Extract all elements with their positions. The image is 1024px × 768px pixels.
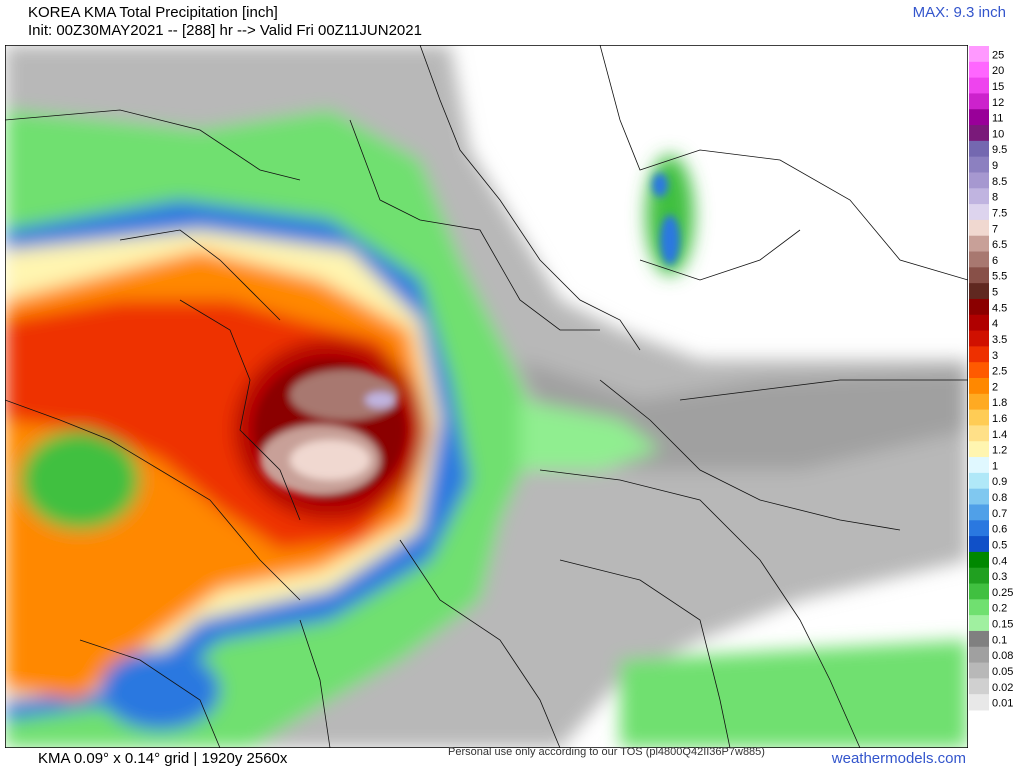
legend-label: 11 xyxy=(992,113,1003,125)
legend-swatch xyxy=(969,457,989,474)
legend-swatch xyxy=(969,156,989,173)
legend-label: 6 xyxy=(992,255,998,267)
map-title: KOREA KMA Total Precipitation [inch] xyxy=(28,4,278,21)
legend-label: 4 xyxy=(992,318,998,330)
legend-label: 5 xyxy=(992,287,998,299)
legend-swatch xyxy=(969,46,989,63)
legend-label: 0.8 xyxy=(992,492,1007,504)
legend-label: 7.5 xyxy=(992,207,1007,219)
legend-label: 1.2 xyxy=(992,445,1007,457)
legend-label: 0.3 xyxy=(992,571,1007,583)
tos-note: Personal use only according to our TOS (… xyxy=(448,746,765,758)
legend-swatch xyxy=(969,425,989,442)
legend-label: 2 xyxy=(992,381,998,393)
legend-swatch xyxy=(969,520,989,537)
legend-label: 8.5 xyxy=(992,176,1007,188)
legend-swatch xyxy=(969,283,989,300)
legend-swatch xyxy=(969,251,989,268)
legend-swatch xyxy=(969,346,989,363)
legend-swatch xyxy=(969,409,989,426)
legend-label: 1.6 xyxy=(992,413,1007,425)
legend-swatch xyxy=(969,504,989,521)
legend-label: 0.25 xyxy=(992,587,1013,599)
legend-swatch xyxy=(969,551,989,569)
legend-swatch xyxy=(969,140,989,158)
legend-label: 1.4 xyxy=(992,429,1007,441)
legend-swatch xyxy=(969,362,989,379)
legend-swatch xyxy=(969,204,989,221)
legend-label: 3 xyxy=(992,350,998,362)
legend-swatch xyxy=(969,662,989,679)
legend-label: 0.1 xyxy=(992,634,1007,646)
color-legend: 2520151211109.598.587.576.565.554.543.53… xyxy=(969,46,1013,711)
legend-label: 0.08 xyxy=(992,650,1013,662)
legend-label: 12 xyxy=(992,97,1004,109)
legend-label: 5.5 xyxy=(992,271,1007,283)
legend-swatch xyxy=(969,599,989,616)
legend-label: 3.5 xyxy=(992,334,1007,346)
legend-label: 1 xyxy=(992,460,998,472)
legend-label: 0.6 xyxy=(992,524,1007,536)
legend-swatch xyxy=(969,93,989,110)
legend-swatch xyxy=(969,61,989,79)
site-link: weathermodels.com xyxy=(831,750,966,767)
legend-swatch xyxy=(969,488,989,505)
legend-swatch xyxy=(969,536,989,553)
legend-label: 6.5 xyxy=(992,239,1007,251)
legend-swatch xyxy=(969,441,989,458)
legend-swatch xyxy=(969,378,989,395)
legend-label: 10 xyxy=(992,128,1004,140)
legend-swatch xyxy=(969,646,989,664)
legend-swatch xyxy=(969,314,989,332)
legend-swatch xyxy=(969,267,989,284)
precipitation-map xyxy=(5,45,968,748)
legend-swatch xyxy=(969,77,989,94)
legend-swatch xyxy=(969,393,989,411)
legend-label: 2.5 xyxy=(992,366,1007,378)
legend-swatch xyxy=(969,615,989,632)
legend-label: 0.02 xyxy=(992,682,1013,694)
legend-label: 9 xyxy=(992,160,998,172)
legend-label: 15 xyxy=(992,81,1004,93)
legend-label: 25 xyxy=(992,49,1004,61)
legend-label: 4.5 xyxy=(992,302,1007,314)
legend-swatch xyxy=(969,188,989,205)
legend-label: 0.05 xyxy=(992,666,1013,678)
legend-swatch xyxy=(969,694,989,711)
grid-info: KMA 0.09° x 0.14° grid | 1920y 2560x xyxy=(38,750,288,767)
legend-swatch xyxy=(969,678,989,695)
legend-label: 8 xyxy=(992,192,998,204)
legend-label: 0.15 xyxy=(992,619,1013,631)
legend-swatch xyxy=(969,125,989,142)
legend-label: 7 xyxy=(992,223,998,235)
legend-label: 0.01 xyxy=(992,698,1013,710)
legend-swatch xyxy=(969,567,989,585)
legend-swatch xyxy=(969,330,989,347)
legend-label: 0.5 xyxy=(992,539,1007,551)
legend-label: 1.8 xyxy=(992,397,1007,409)
legend-label: 20 xyxy=(992,65,1004,77)
legend-swatch xyxy=(969,235,989,253)
legend-label: 0.7 xyxy=(992,508,1007,520)
legend-swatch xyxy=(969,298,989,316)
legend-swatch xyxy=(969,219,989,237)
legend-label: 0.2 xyxy=(992,603,1007,615)
legend-swatch xyxy=(969,109,989,126)
max-value: MAX: 9.3 inch xyxy=(912,4,1006,21)
legend-label: 0.9 xyxy=(992,476,1007,488)
legend-label: 0.4 xyxy=(992,555,1007,567)
legend-label: 9.5 xyxy=(992,144,1007,156)
legend-swatch xyxy=(969,172,989,189)
init-time: Init: 00Z30MAY2021 -- [288] hr --> Valid… xyxy=(28,22,422,39)
legend-swatch xyxy=(969,583,989,600)
legend-swatch xyxy=(969,472,989,490)
legend-swatch xyxy=(969,630,989,648)
